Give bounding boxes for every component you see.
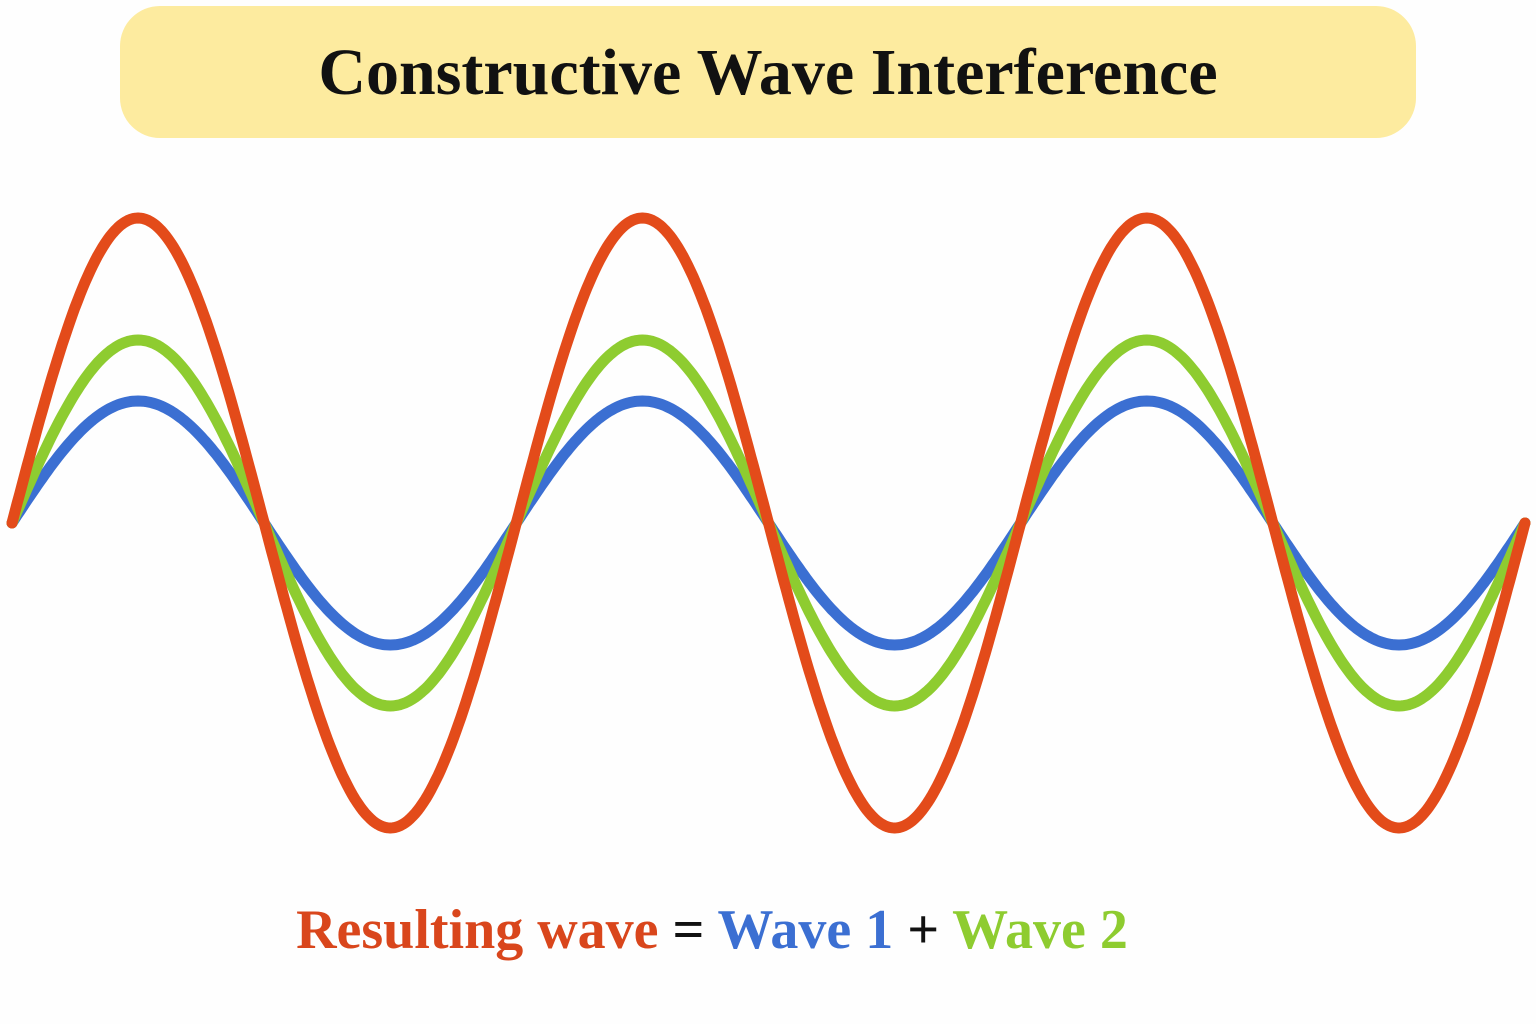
- formula-result: Resulting wave: [296, 899, 658, 961]
- formula-plus: +: [907, 899, 939, 961]
- resulting-wave: [6, 212, 1531, 834]
- formula-wave-1: Wave 1: [717, 899, 893, 961]
- formula-wave-2: Wave 2: [952, 899, 1128, 961]
- formula: Resulting wave = Wave 1 + Wave 2: [296, 899, 1128, 961]
- title-box: [120, 6, 1416, 138]
- waves: [6, 212, 1531, 834]
- title: Constructive Wave Interference: [318, 36, 1217, 109]
- formula-equals: =: [673, 899, 705, 961]
